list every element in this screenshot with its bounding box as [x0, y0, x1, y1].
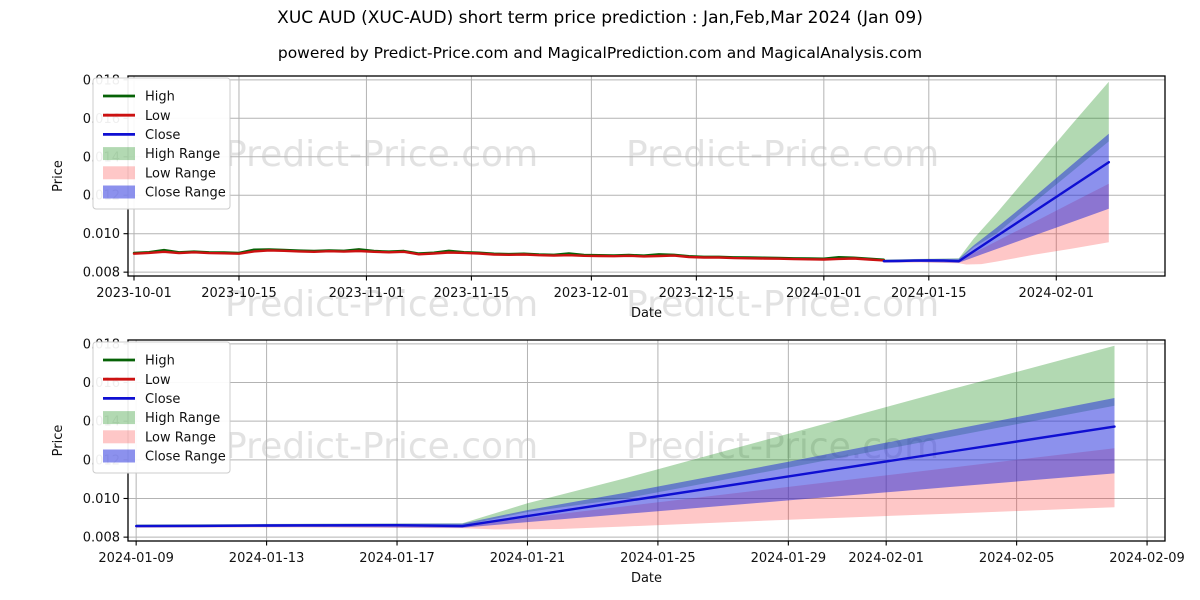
legend-label: Low Range: [145, 430, 216, 445]
price-lines: [132, 160, 1111, 263]
watermark-text: Predict-Price.com: [626, 134, 940, 175]
legend-label: High: [145, 354, 175, 369]
x-tick-label: 2024-01-13: [229, 551, 305, 566]
watermark-text: Predict-Price.com: [225, 134, 539, 175]
legend-swatch-patch: [103, 430, 135, 444]
x-tick-label: 2023-10-15: [201, 286, 277, 301]
x-tick-label: 2024-01-21: [490, 551, 566, 566]
price-lines: [134, 425, 1116, 528]
legend-label: Close: [145, 392, 180, 407]
legend-label: Low: [145, 373, 171, 388]
x-tick-label: 2023-11-15: [434, 286, 510, 301]
legend-label: Close Range: [145, 186, 226, 201]
legend-label: High Range: [145, 411, 220, 426]
x-tick-label: 2024-02-01: [1018, 286, 1094, 301]
legend: High Low Close High Range Low Range Close Ran…: [92, 341, 231, 474]
x-tick-label: 2024-02-01: [848, 551, 924, 566]
x-tick-label: 2023-11-01: [329, 286, 405, 301]
y-axis-label: Price: [51, 425, 66, 457]
legend-label: High: [145, 90, 175, 105]
chart-subtitle: powered by Predict-Price.com and Magical…: [277, 44, 923, 62]
y-tick-label: 0.008: [83, 531, 120, 546]
close-line: [882, 160, 1111, 263]
legend-swatch-patch: [103, 147, 135, 161]
x-tick-label: 2024-01-15: [891, 286, 967, 301]
watermark-text: Predict-Price.com: [626, 284, 940, 325]
legend-swatch-patch: [103, 449, 135, 463]
x-axis-label: Date: [631, 306, 662, 321]
x-tick-label: 2024-02-09: [1109, 551, 1185, 566]
watermark-text: Predict-Price.com: [225, 284, 539, 325]
low-line: [132, 249, 885, 262]
legend-label: High Range: [145, 147, 220, 162]
legend-label: Low Range: [145, 166, 216, 181]
x-tick-label: 2023-10-01: [96, 286, 172, 301]
subplot-1: 2024-01-09 2024-01-13 2024-01-17 2024-01-21…: [51, 337, 1185, 586]
legend-swatch-patch: [103, 166, 135, 180]
x-tick-label: 2024-01-09: [98, 551, 174, 566]
subplot-0: 2023-10-01 2023-10-15 2023-11-01 2023-11-15…: [51, 73, 1166, 321]
legend-label: Close Range: [145, 450, 226, 465]
x-tick-label: 2024-02-05: [979, 551, 1055, 566]
close-line: [134, 425, 1116, 528]
low_range-band: [136, 448, 1115, 530]
y-tick-label: 0.008: [83, 266, 120, 281]
y-tick-label: 0.010: [83, 492, 120, 507]
legend-label: Low: [145, 109, 171, 124]
y-axis-label: Price: [51, 160, 66, 192]
x-tick-label: 2023-12-01: [554, 286, 630, 301]
legend-swatch-patch: [103, 185, 135, 199]
legend-label: Close: [145, 128, 180, 143]
high_range-band: [883, 81, 1109, 261]
chart-title: XUC AUD (XUC-AUD) short term price predi…: [277, 8, 923, 28]
high_range-band: [136, 345, 1115, 526]
legend: High Low Close High Range Low Range Close Ran…: [92, 77, 231, 210]
x-axis-label: Date: [631, 571, 662, 586]
x-tick-label: 2024-01-01: [786, 286, 862, 301]
x-tick-label: 2024-01-17: [359, 551, 435, 566]
x-tick-label: 2024-01-25: [620, 551, 696, 566]
x-tick-label: 2023-12-15: [659, 286, 735, 301]
y-tick-label: 0.010: [83, 227, 120, 242]
legend-swatch-patch: [103, 411, 135, 425]
x-tick-label: 2024-01-29: [751, 551, 827, 566]
low_range-band: [883, 183, 1109, 265]
